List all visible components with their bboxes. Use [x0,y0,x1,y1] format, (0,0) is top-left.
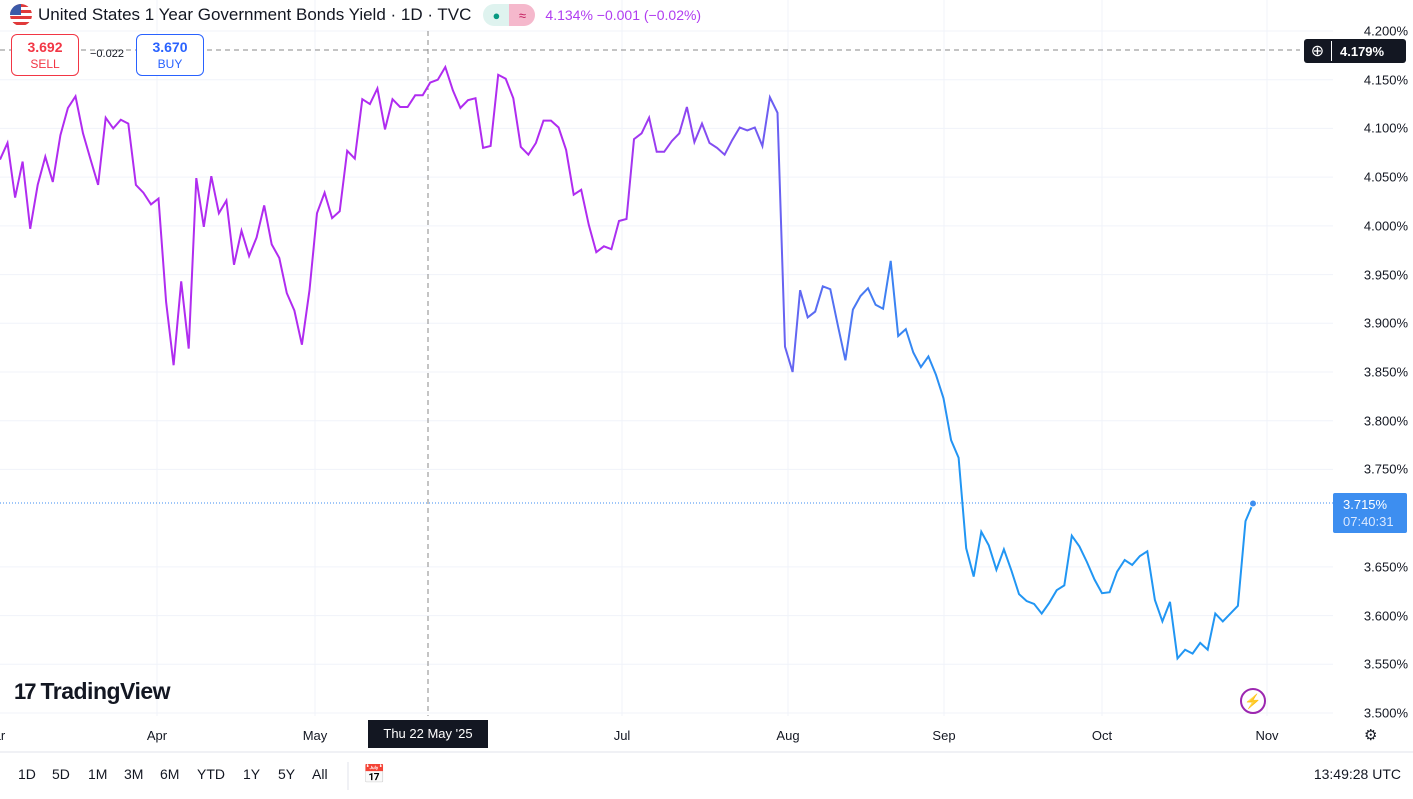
clock[interactable]: 13:49:28 UTC [1313,766,1401,782]
add-plus-icon[interactable]: ⊕ [1304,41,1332,61]
spread: −0.022 [90,48,124,60]
date-range-calendar-icon[interactable]: 📅 [363,764,386,784]
y-tick-label: 4.150% [1363,72,1408,88]
x-tick-label: Oct [1091,728,1113,743]
crosshair-date-label: Thu 22 May '25 [368,720,488,748]
sell-button[interactable]: 3.692 SELL [11,34,79,76]
x-tick-label: Aug [776,728,800,743]
symbol-title[interactable]: United States 1 Year Government Bonds Yi… [38,5,472,24]
approx-icon: ≈ [509,4,536,26]
range-button-1y[interactable]: 1Y [243,766,261,782]
x-tick-label: May [302,728,328,743]
x-tick-label: Jul [613,728,631,743]
range-button-6m[interactable]: 6M [160,766,180,782]
last-price-label: 3.715% 07:40:31 [1333,493,1407,533]
x-tick-label: Sep [932,728,956,743]
buy-price: 3.670 [152,39,188,55]
x-tick-label: Nov [1255,728,1279,743]
buy-button[interactable]: 3.670 BUY [136,34,204,76]
y-tick-label: 3.500% [1363,705,1408,721]
market-open-dot-icon: ● [483,4,510,26]
last-point [1249,499,1257,508]
range-button-5y[interactable]: 5Y [278,766,296,782]
sell-label: SELL [30,57,60,71]
last-price: 3.715% [1343,497,1388,512]
range-button-3m[interactable]: 3M [124,766,144,782]
status-pill[interactable]: ● ≈ [483,4,536,26]
y-tick-label: 3.900% [1363,315,1408,331]
range-button-1m[interactable]: 1M [88,766,108,782]
y-tick-label: 4.200% [1363,23,1408,39]
x-tick-label: Mar [0,728,6,743]
y-tick-label: 3.850% [1363,364,1408,380]
logo-text: TradingView [40,678,171,704]
crosshair-price: 4.179% [1340,43,1385,59]
us-flag-icon [10,4,32,26]
settings-gear-icon[interactable]: ⚙ [1364,727,1378,744]
x-tick-label: Apr [146,728,168,743]
y-tick-label: 3.800% [1363,413,1408,429]
range-button-1d[interactable]: 1D [18,766,36,782]
y-tick-label: 3.600% [1363,608,1408,624]
quote-readout: 4.134% −0.001 (−0.02%) [545,7,702,23]
y-tick-label: 3.750% [1363,461,1408,477]
tv-logo-icon: 17 [14,678,37,704]
range-button-all[interactable]: All [312,766,328,782]
y-tick-label: 3.650% [1363,559,1408,575]
crosshair-price-label: ⊕ 4.179% [1304,39,1406,63]
sell-price: 3.692 [27,39,63,55]
bar-countdown: 07:40:31 [1343,514,1394,529]
y-tick-label: 4.050% [1363,169,1408,185]
tradingview-logo[interactable]: 17 TradingView [14,678,171,705]
series-line [0,64,1254,661]
y-tick-label: 4.100% [1363,120,1408,136]
chart-header: United States 1 Year Government Bonds Yi… [10,4,701,26]
range-button-ytd[interactable]: YTD [197,766,225,782]
lightning-icon[interactable]: ⚡ [1240,688,1266,714]
buy-label: BUY [157,57,183,71]
y-tick-label: 4.000% [1363,218,1408,234]
y-tick-label: 3.550% [1363,656,1408,672]
y-tick-label: 3.950% [1363,267,1408,283]
range-button-5d[interactable]: 5D [52,766,70,782]
